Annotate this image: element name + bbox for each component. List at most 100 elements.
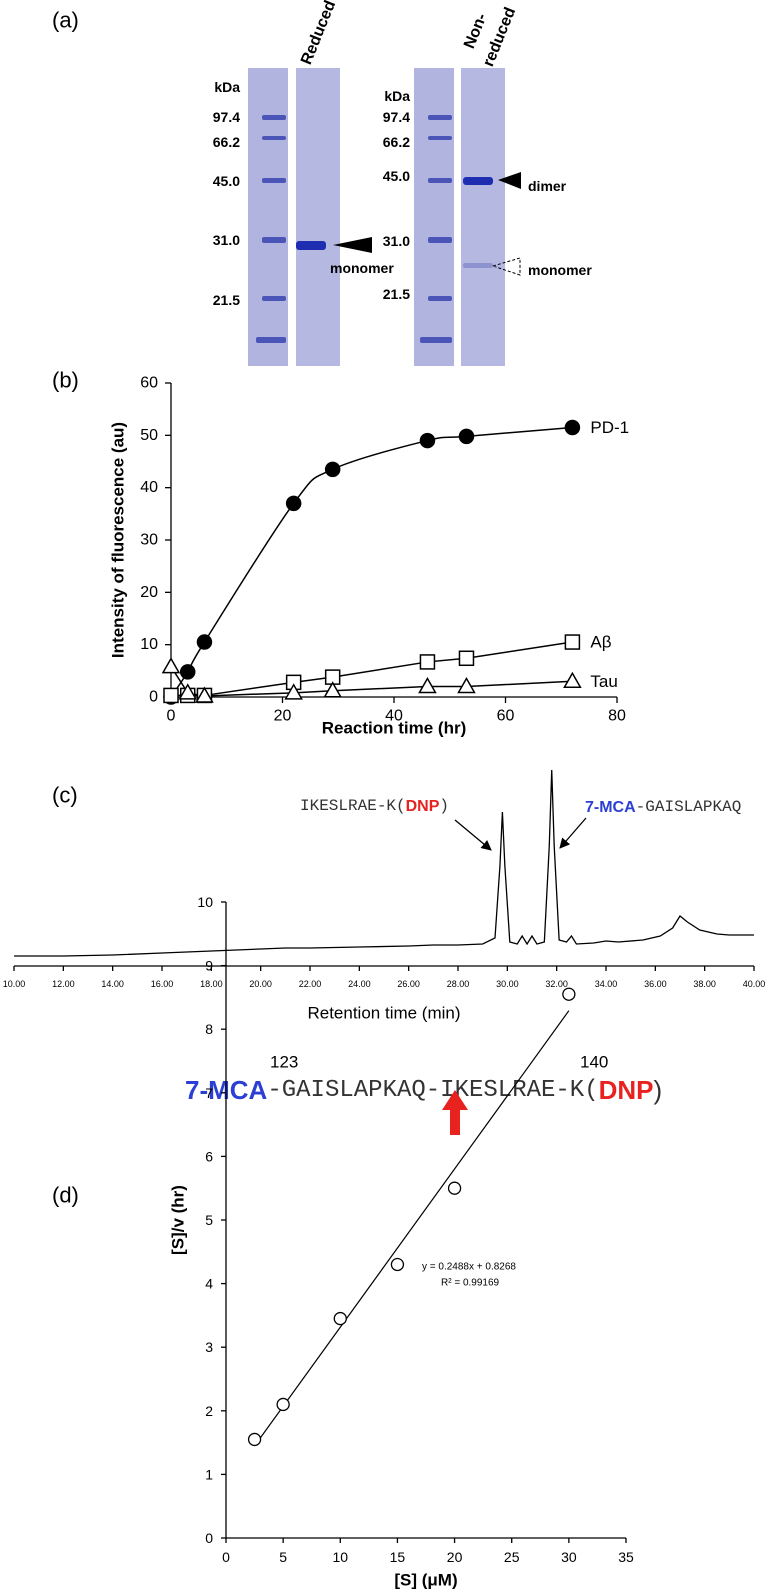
kda-label: 66.2 <box>213 134 240 150</box>
marker <box>333 1311 347 1326</box>
x-axis-label: [S] (μM) <box>394 1571 457 1590</box>
peptide-sequence: 7-MCA-GAISLAPKAQ-IKESLRAE-K(DNP) <box>185 1075 662 1105</box>
y-tick-label: 3 <box>205 1339 213 1355</box>
band-label: dimer <box>528 178 567 194</box>
x-tick-label: 22.00 <box>299 979 322 989</box>
x-tick-label: 34.00 <box>595 979 618 989</box>
y-tick-label: 20 <box>140 584 158 601</box>
marker <box>562 987 576 1001</box>
marker <box>247 1432 262 1447</box>
kda-label: 31.0 <box>383 233 410 249</box>
y-tick-label: 30 <box>140 532 158 549</box>
y-tick-label: 40 <box>140 479 158 496</box>
kda-label: kDa <box>384 88 410 104</box>
x-tick-label: 30 <box>561 1549 577 1565</box>
cleavage-arrow <box>442 1090 468 1135</box>
kda-label: 45.0 <box>383 168 410 184</box>
band-label: monomer <box>330 260 394 276</box>
series-line <box>171 641 573 697</box>
series-line <box>170 426 573 698</box>
residue-number: 123 <box>270 1053 298 1072</box>
marker <box>564 419 581 436</box>
y-tick-label: 7 <box>205 1085 213 1101</box>
x-tick-label: 28.00 <box>447 979 470 989</box>
marker <box>324 461 341 478</box>
lane-label: Non- <box>461 11 490 51</box>
y-tick-label: 50 <box>140 427 158 444</box>
trendline <box>254 1010 570 1447</box>
x-tick-label: 38.00 <box>693 979 716 989</box>
x-tick-label: 36.00 <box>644 979 667 989</box>
kda-label: 21.5 <box>383 286 410 302</box>
panel-label: (b) <box>52 368 79 393</box>
kda-label: kDa <box>214 79 240 95</box>
y-axis-label: Intensity of fluorescence (au) <box>109 422 128 658</box>
peak-label-piece: DNP <box>406 798 440 815</box>
x-axis-label: Reaction time (hr) <box>322 719 467 738</box>
equation: y = 0.2488x + 0.8268 <box>422 1262 516 1273</box>
y-tick-label: 10 <box>140 636 158 653</box>
kda-label: 97.4 <box>213 109 240 125</box>
marker <box>161 657 181 674</box>
peak-label-piece: -GAISLAPKAQ <box>636 798 742 816</box>
x-tick-label: 20.00 <box>249 979 272 989</box>
panel-label: (a) <box>52 8 79 33</box>
peak-label-piece: ) <box>439 797 449 815</box>
r-squared: R² = 0.99169 <box>441 1278 500 1289</box>
marker <box>276 1397 290 1412</box>
lane-label: reduced <box>480 5 519 69</box>
x-tick-label: 40.00 <box>743 979 766 989</box>
peak-label-piece: IKESLRAE-K( <box>300 797 406 815</box>
y-tick-label: 6 <box>205 1148 213 1164</box>
marker <box>458 650 475 667</box>
x-tick-label: 10 <box>332 1549 348 1565</box>
marker <box>563 671 582 689</box>
residue-number: 140 <box>580 1053 608 1072</box>
lane-label: Reduced <box>298 0 339 67</box>
x-tick-label: 20 <box>274 708 292 725</box>
x-tick-label: 16.00 <box>151 979 174 989</box>
x-tick-label: 32.00 <box>545 979 568 989</box>
kda-label: 97.4 <box>383 109 410 125</box>
marker <box>163 687 179 704</box>
x-tick-label: 12.00 <box>52 979 75 989</box>
peak-label-piece: 7-MCA <box>585 799 636 816</box>
x-tick-label: 5 <box>279 1549 287 1565</box>
y-tick-label: 4 <box>205 1276 213 1292</box>
marker <box>285 495 302 512</box>
marker <box>178 683 198 700</box>
y-tick-label: 1 <box>205 1466 213 1482</box>
marker <box>457 677 476 694</box>
series-line <box>14 769 754 957</box>
x-tick-label: 0 <box>222 1549 230 1565</box>
x-tick-label: 15 <box>390 1549 406 1565</box>
series-label: Aβ <box>590 633 611 652</box>
marker <box>196 634 213 650</box>
marker <box>447 1181 462 1195</box>
peak-label: 7-MCA-GAISLAPKAQ <box>585 798 741 816</box>
x-tick-label: 10.00 <box>3 979 26 989</box>
y-tick-label: 10 <box>197 894 213 910</box>
gel-images <box>248 68 505 366</box>
kda-label: 21.5 <box>213 292 240 308</box>
band-label: monomer <box>528 262 592 278</box>
x-tick-label: 0 <box>167 708 176 725</box>
x-tick-label: 26.00 <box>397 979 420 989</box>
y-tick-label: 60 <box>140 375 158 392</box>
x-tick-label: 24.00 <box>348 979 371 989</box>
panel-label: (d) <box>52 1183 79 1208</box>
x-tick-label: 35 <box>618 1549 634 1565</box>
peak-label: IKESLRAE-K(DNP) <box>300 797 449 815</box>
x-tick-label: 25 <box>504 1549 520 1565</box>
marker <box>195 686 214 703</box>
marker <box>323 681 342 698</box>
y-axis-label: [S]/v (hr) <box>169 1185 188 1255</box>
sequence-piece: ) <box>654 1075 663 1105</box>
x-tick-label: 60 <box>497 708 515 725</box>
marker <box>564 634 581 650</box>
gel-arrows <box>333 172 521 276</box>
panel-label: (c) <box>52 783 78 808</box>
sequence-piece: DNP <box>599 1075 654 1105</box>
x-tick-label: 30.00 <box>496 979 519 989</box>
